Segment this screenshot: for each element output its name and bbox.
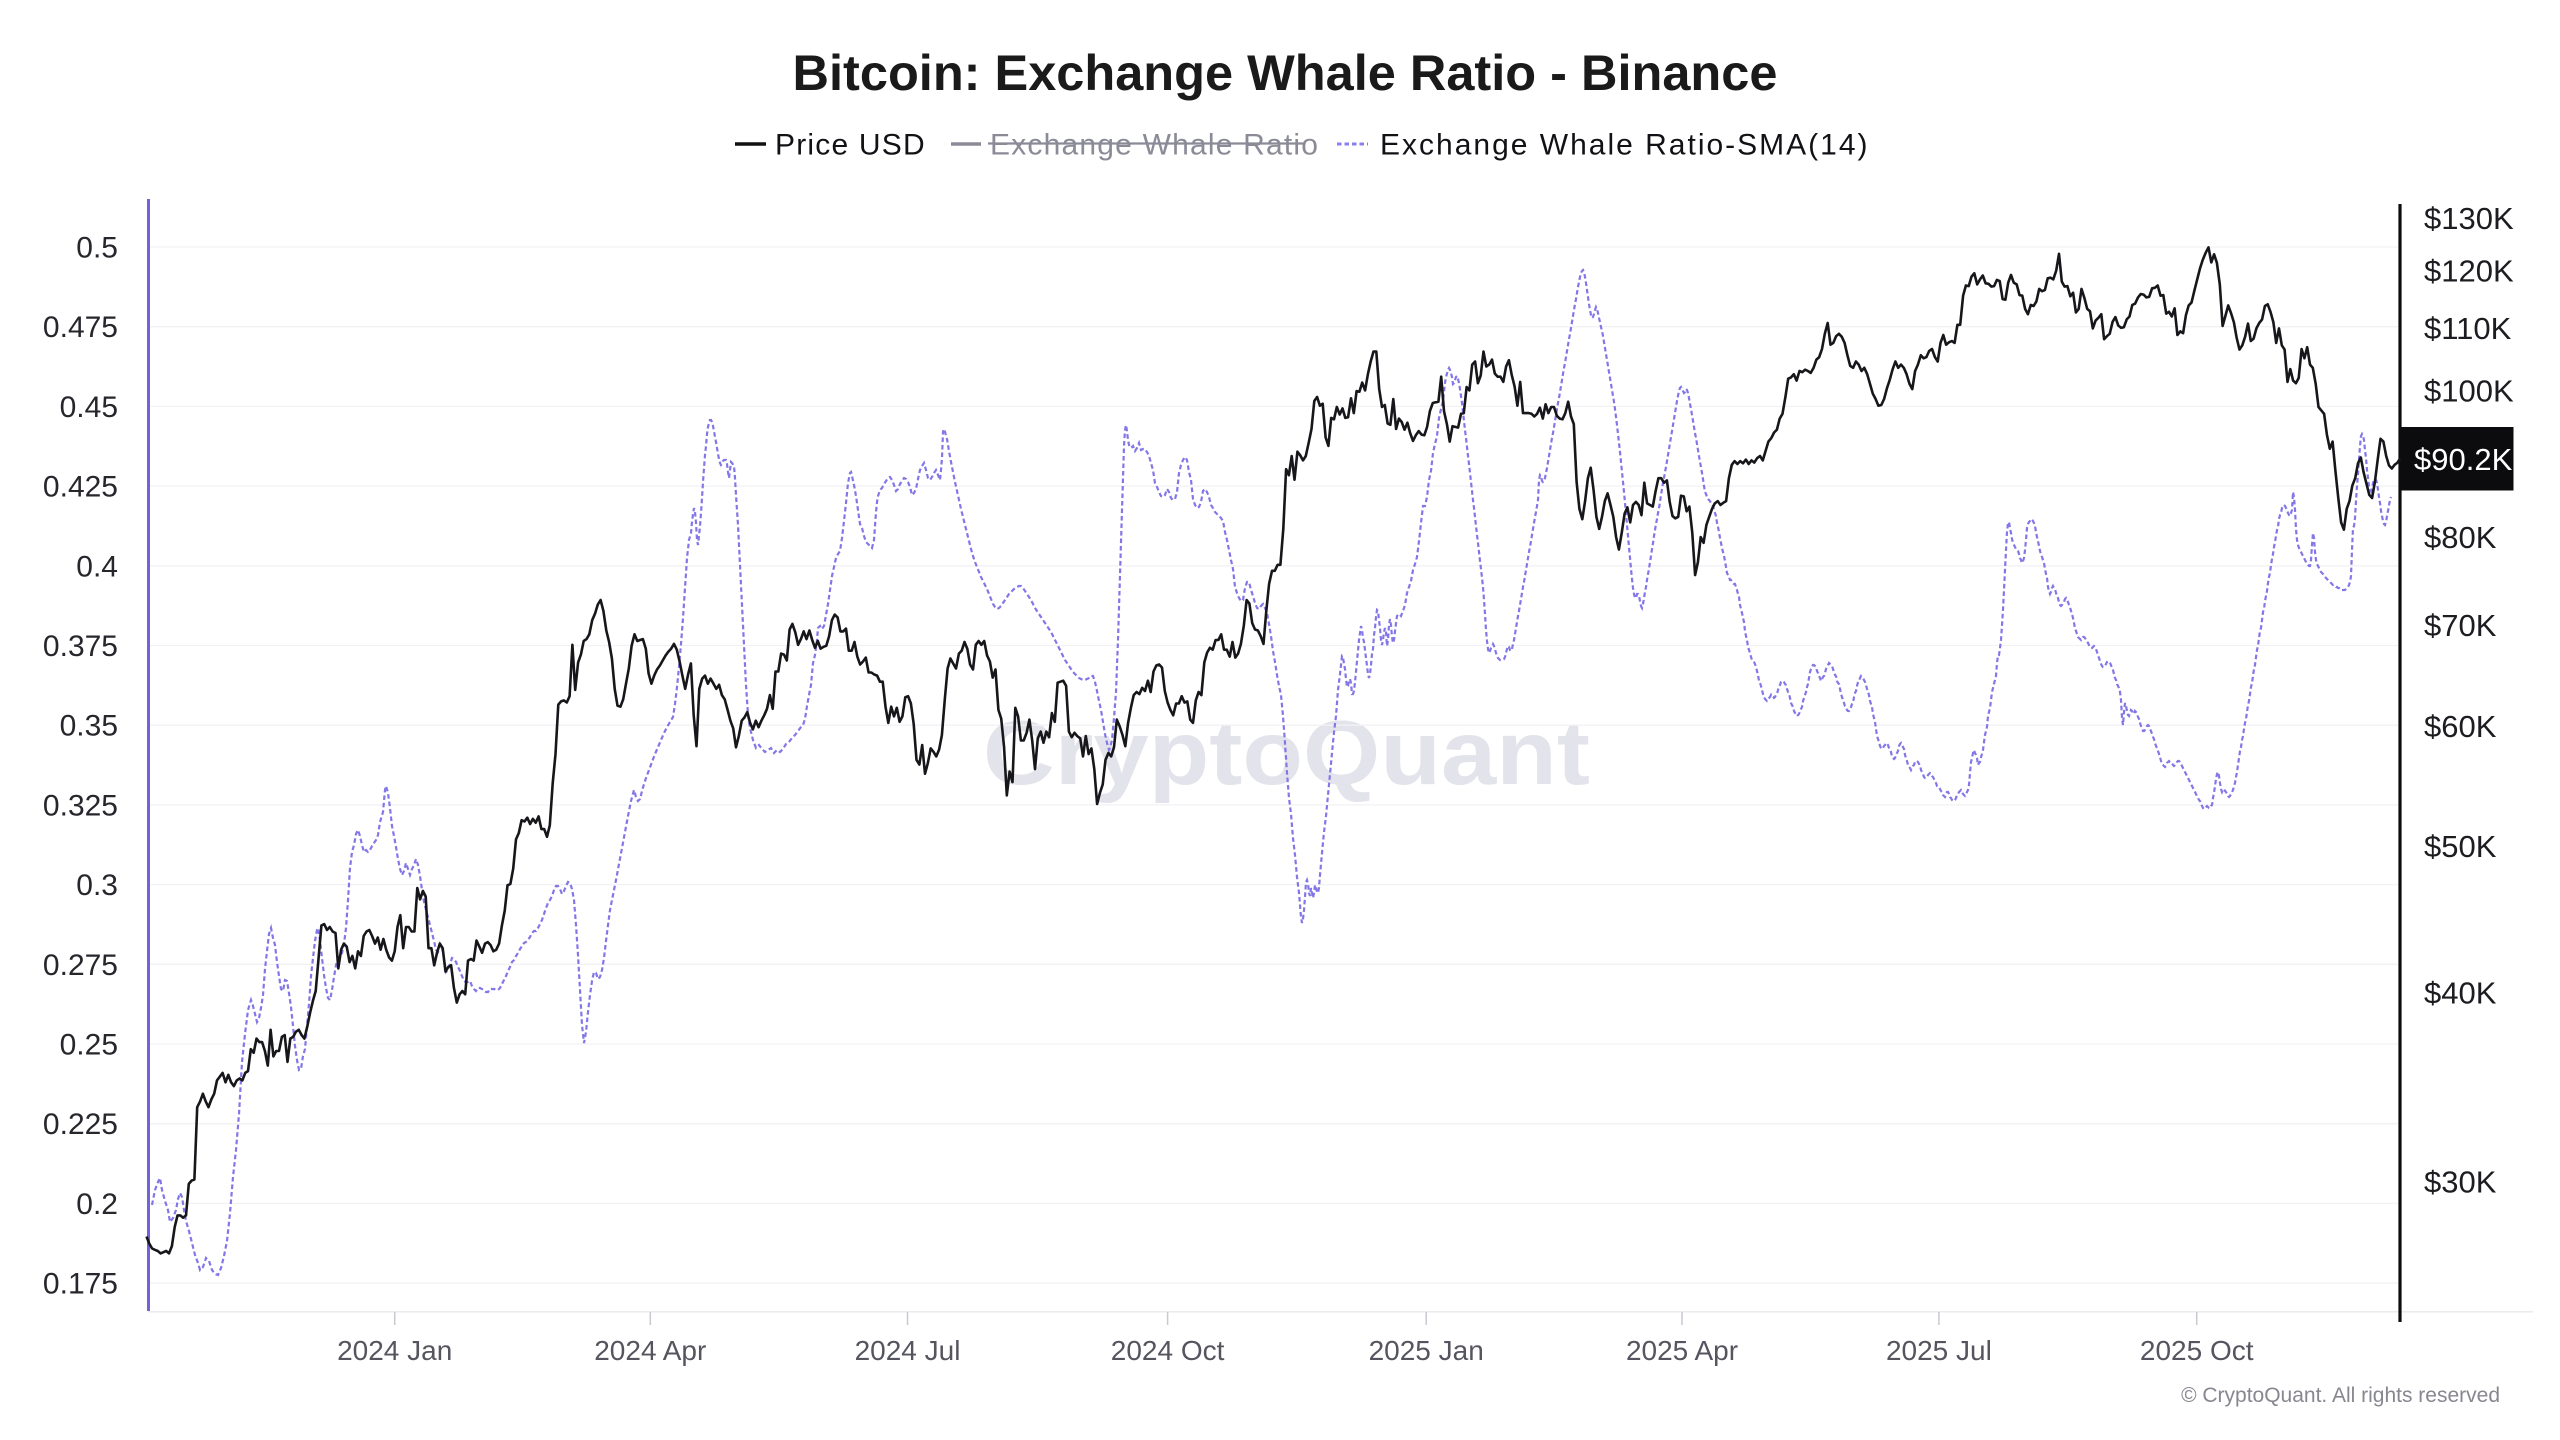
svg-text:2025 Jan: 2025 Jan bbox=[1369, 1335, 1484, 1366]
svg-text:$100K: $100K bbox=[2424, 373, 2514, 408]
svg-text:$50K: $50K bbox=[2424, 829, 2497, 864]
svg-text:2025 Apr: 2025 Apr bbox=[1626, 1335, 1738, 1366]
svg-text:Price USD: Price USD bbox=[775, 129, 926, 162]
svg-text:$70K: $70K bbox=[2424, 608, 2497, 643]
svg-text:$90.2K: $90.2K bbox=[2414, 442, 2513, 477]
svg-text:© CryptoQuant. All rights rese: © CryptoQuant. All rights reserved bbox=[2181, 1384, 2500, 1407]
svg-text:2024 Oct: 2024 Oct bbox=[1111, 1335, 1225, 1366]
svg-text:$80K: $80K bbox=[2424, 520, 2497, 555]
svg-text:0.25: 0.25 bbox=[60, 1029, 118, 1062]
svg-text:0.275: 0.275 bbox=[43, 949, 118, 982]
svg-text:0.225: 0.225 bbox=[43, 1108, 118, 1141]
svg-text:0.425: 0.425 bbox=[43, 471, 118, 504]
svg-text:0.3: 0.3 bbox=[76, 869, 118, 902]
svg-text:$110K: $110K bbox=[2424, 311, 2512, 346]
svg-text:0.325: 0.325 bbox=[43, 789, 118, 822]
svg-text:0.475: 0.475 bbox=[43, 311, 118, 344]
svg-text:Exchange Whale Ratio: Exchange Whale Ratio bbox=[990, 129, 1319, 162]
svg-text:0.2: 0.2 bbox=[76, 1188, 118, 1221]
svg-text:0.375: 0.375 bbox=[43, 630, 118, 663]
svg-text:2024 Jan: 2024 Jan bbox=[337, 1335, 452, 1366]
svg-text:$130K: $130K bbox=[2424, 201, 2514, 236]
svg-text:2025 Oct: 2025 Oct bbox=[2140, 1335, 2254, 1366]
svg-text:0.4: 0.4 bbox=[76, 550, 118, 583]
svg-text:$60K: $60K bbox=[2424, 709, 2497, 744]
svg-text:2024 Apr: 2024 Apr bbox=[594, 1335, 706, 1366]
svg-text:$120K: $120K bbox=[2424, 254, 2514, 289]
svg-text:0.5: 0.5 bbox=[76, 232, 118, 265]
svg-text:CryptoQuant: CryptoQuant bbox=[983, 703, 1590, 804]
svg-text:0.175: 0.175 bbox=[43, 1268, 118, 1301]
svg-text:Exchange Whale Ratio-SMA(14): Exchange Whale Ratio-SMA(14) bbox=[1380, 129, 1870, 162]
svg-text:$40K: $40K bbox=[2424, 976, 2497, 1011]
svg-text:0.45: 0.45 bbox=[60, 391, 118, 424]
svg-text:$30K: $30K bbox=[2424, 1165, 2497, 1200]
svg-text:2025 Jul: 2025 Jul bbox=[1886, 1335, 1992, 1366]
svg-text:0.35: 0.35 bbox=[60, 710, 118, 743]
svg-text:2024 Jul: 2024 Jul bbox=[855, 1335, 961, 1366]
svg-text:Bitcoin: Exchange Whale Ratio: Bitcoin: Exchange Whale Ratio - Binance bbox=[793, 44, 1778, 101]
